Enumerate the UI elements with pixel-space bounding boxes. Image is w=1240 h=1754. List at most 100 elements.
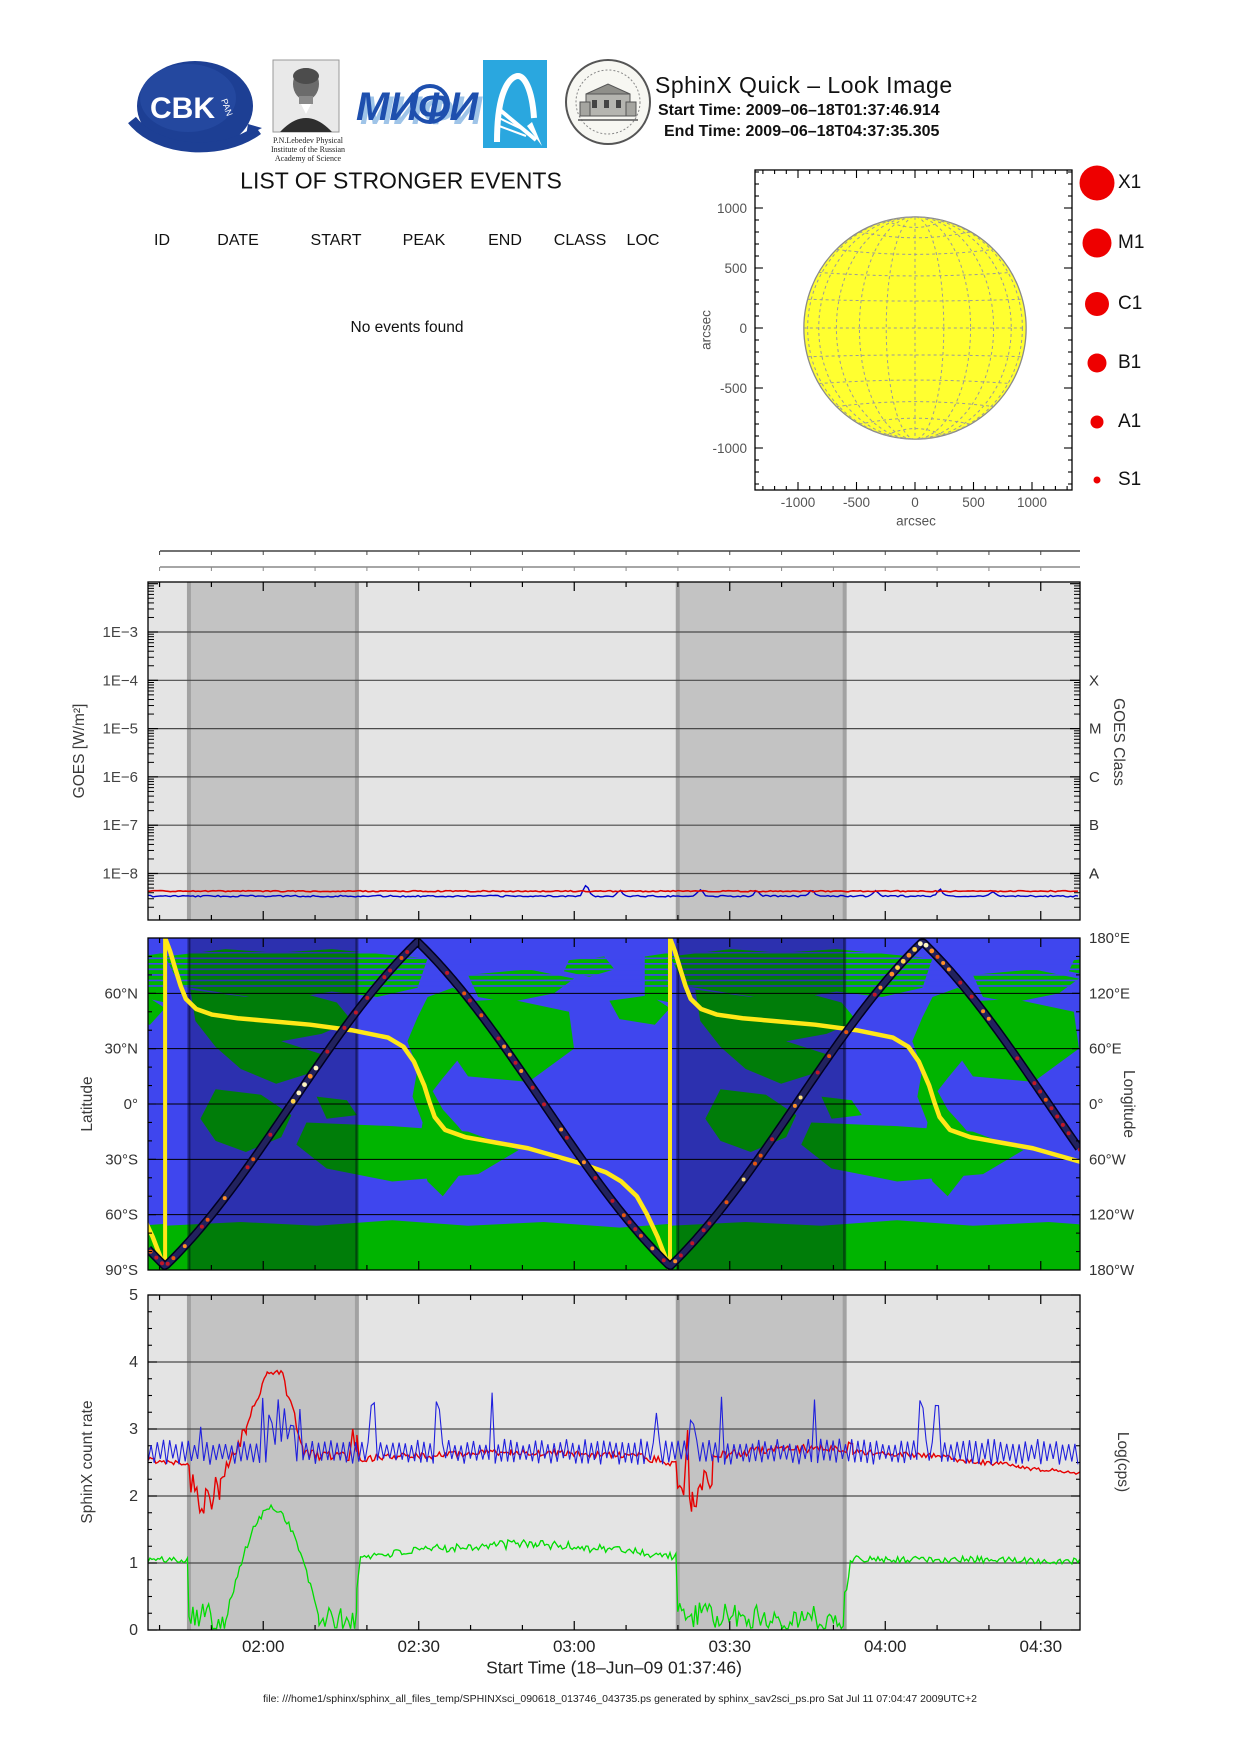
map-plot: 60°N 30°N 0° 30°S 60°S 90°S 180°E 120°E 60°E 0° 60…	[0, 930, 1135, 1279]
flare-size-legend	[1079, 165, 1115, 484]
sun-ticks	[755, 170, 1072, 490]
lon-tick-label: 60°W	[1089, 1151, 1127, 1168]
lat-tick-label: 60°S	[105, 1207, 138, 1224]
land-mass	[316, 1096, 357, 1119]
goes-red-series	[147, 889, 1079, 893]
land-mass	[148, 1223, 166, 1270]
sun-ytick-label: 500	[724, 261, 747, 276]
lon-tick-label: 180°E	[1089, 930, 1130, 947]
sun-ytick-label: -1000	[712, 441, 747, 456]
goes-class-letter: A	[1089, 866, 1099, 883]
goes-plot: 1E−31E−4 X1E−5 M1E−6 C1E−7 B1E−8 AA	[103, 581, 1102, 921]
red-series	[148, 1369, 1080, 1515]
lon-tick-label: 60°E	[1089, 1041, 1122, 1058]
legend-circle-M1	[1082, 228, 1112, 258]
count-ytick-label: 3	[129, 1421, 138, 1438]
count-ytick-label: 0	[129, 1622, 138, 1639]
page-title: SphinX Quick – Look Image	[655, 72, 953, 98]
lat-tick-label: 90°S	[105, 1262, 138, 1279]
count-ytick-label: 2	[129, 1488, 138, 1505]
lat-tick-label: 30°N	[104, 1041, 138, 1058]
land-mass	[563, 956, 615, 977]
lon-tick-label: 120°W	[1089, 1207, 1135, 1224]
legend-circle-X1	[1079, 165, 1115, 201]
latitude-label: Latitude	[79, 1076, 96, 1132]
footer-text: file: ///home1/sphinx/sphinx_all_files_t…	[263, 1693, 977, 1705]
land-mass	[190, 989, 352, 1084]
events-col-date: DATE	[217, 232, 259, 249]
time-tick-label: 03:00	[553, 1637, 596, 1656]
lat-tick-label: 60°N	[104, 985, 138, 1002]
events-col-class: CLASS	[553, 232, 607, 249]
legend-label-s1: S1	[1118, 469, 1142, 490]
time-tick-label: 02:00	[242, 1637, 285, 1656]
land-mass	[695, 989, 857, 1084]
land-mass	[0, 969, 69, 1002]
events-col-end: END	[488, 232, 522, 249]
cbk-text: CBK	[150, 92, 215, 125]
land-mass	[0, 999, 69, 1082]
count-rate-label: SphinX count rate	[79, 1400, 96, 1524]
sun-xtick-label: 0	[911, 495, 919, 510]
sun-ytick-label: 1000	[717, 201, 747, 216]
goes-ylabel: GOES [W/m²]	[71, 703, 88, 799]
lat-tick-label: 30°S	[105, 1151, 138, 1168]
goes-ytick-label: 1E−4	[103, 672, 138, 689]
land-mass	[609, 995, 670, 1025]
sun-xtick-label: 500	[962, 495, 985, 510]
land-mass	[148, 997, 166, 1025]
goes-ytick-label: 1E−8	[103, 866, 138, 883]
mifi-echo: МИФИ	[360, 89, 483, 133]
land-mass	[947, 998, 1079, 1082]
goes-ytick-label: 1E−3	[103, 624, 138, 641]
legend-label-b1: B1	[1118, 352, 1142, 373]
track-intensity-dots	[148, 941, 1080, 1266]
blue-series	[148, 1392, 1079, 1465]
legend-label-c1: C1	[1118, 293, 1143, 314]
land-mass	[0, 1122, 14, 1181]
land-mass	[821, 1096, 862, 1119]
goes-ytick-label: 1E−6	[103, 769, 138, 786]
land-mass	[669, 1220, 1080, 1270]
time-tick-label: 04:30	[1019, 1637, 1062, 1656]
legend-label-x1: X1	[1118, 172, 1142, 193]
lon-tick-label: 0°	[1089, 1096, 1103, 1113]
goes-class-letter: B	[1089, 817, 1099, 834]
land-mass	[644, 952, 670, 1003]
goes-ytick-label: 1E−7	[103, 817, 138, 834]
sun-ytick-label: 0	[739, 321, 747, 336]
sun-ylabel: arcsec	[698, 310, 714, 350]
events-heading: LIST OF STRONGER EVENTS	[240, 167, 562, 194]
goes-class-letter: A	[1089, 866, 1099, 883]
arch-logo	[483, 60, 547, 148]
sun-plot: -1000 -1000 -500 -500 0 0 500 500 1000 1000	[712, 169, 1073, 510]
legend-label-m1: M1	[1118, 232, 1145, 253]
goes-blue-series	[147, 884, 1079, 898]
land-mass	[165, 1220, 670, 1270]
count-rate-plot: 0 1 2 3 4 5 02:00 02:30 03:00 03:30 04:00 04:30	[129, 1287, 1081, 1656]
legend-circle-B1	[1087, 353, 1107, 373]
events-col-start: START	[310, 232, 362, 249]
lebedev-logo	[272, 59, 340, 133]
sun-ytick-label: -500	[720, 381, 747, 396]
sun-xtick-label: -1000	[781, 495, 816, 510]
legend-label-a1: A1	[1118, 411, 1142, 432]
logcps-label: Log(cps)	[1114, 1431, 1131, 1493]
count-ytick-label: 4	[129, 1354, 138, 1371]
longitude-curve	[667, 938, 1080, 1165]
events-col-peak: PEAK	[402, 232, 446, 249]
seal-logo	[565, 59, 651, 145]
goes-ytick-label: 1E−5	[103, 721, 138, 738]
goes-class-letter: C	[1089, 769, 1100, 786]
count-ytick-label: 5	[129, 1287, 138, 1304]
count-ytick-label: 1	[129, 1555, 138, 1572]
legend-circle-A1	[1090, 415, 1104, 429]
legend-circle-S1	[1093, 476, 1101, 484]
separator-rules	[159, 550, 1080, 571]
goes-class-letter: X	[1089, 672, 1099, 689]
green-series	[148, 1503, 1080, 1630]
time-tick-label: 04:00	[864, 1637, 907, 1656]
cbk-logo: CBK PAN	[128, 61, 262, 153]
